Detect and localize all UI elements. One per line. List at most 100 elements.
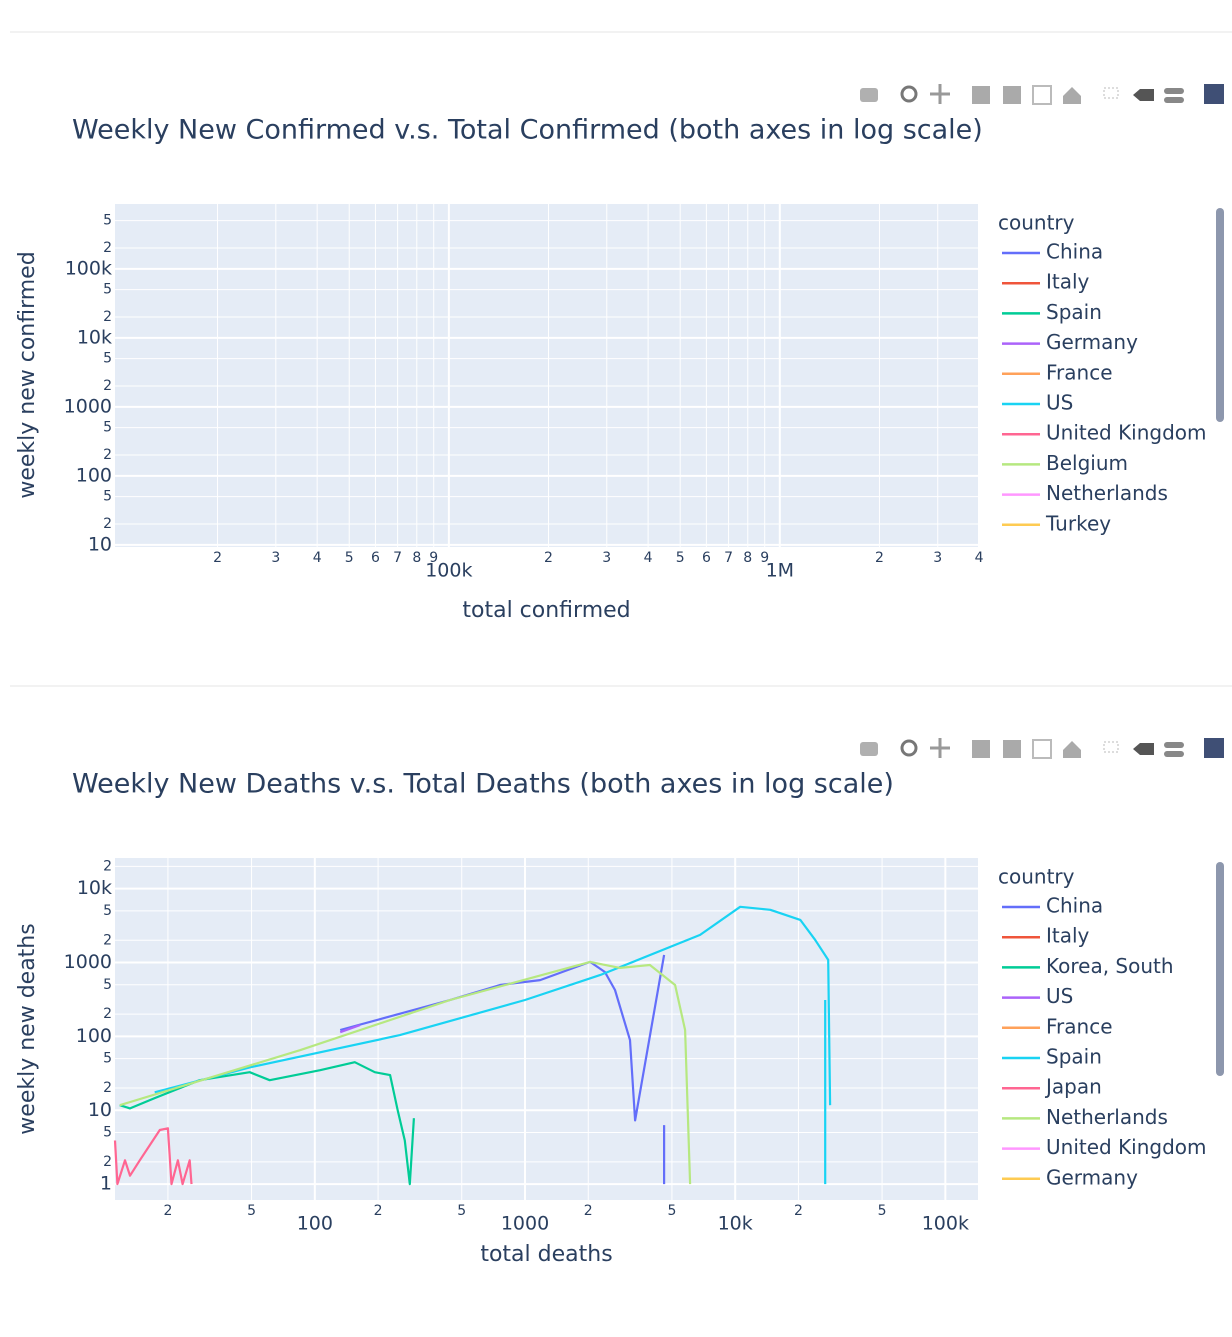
x-tick-label: 100k <box>425 560 472 582</box>
x-tick-label: 9 <box>760 550 769 566</box>
y-tick-label: 5 <box>103 977 112 993</box>
series-line <box>113 1127 193 1186</box>
series-line <box>119 960 692 1185</box>
series-line <box>119 1061 415 1186</box>
x-tick-label: 100 <box>297 1213 333 1235</box>
x-tick-label: 9 <box>429 550 438 566</box>
y-tick-label: 5 <box>103 213 112 229</box>
y-tick-label: 10k <box>77 877 112 899</box>
y-tick-label: 100 <box>76 464 112 486</box>
x-tick-label: 6 <box>702 550 711 566</box>
y-tick-label: 2 <box>103 447 112 463</box>
y-tick-label: 1 <box>100 1173 112 1195</box>
y-tick-label: 5 <box>103 1125 112 1141</box>
y-tick-label: 2 <box>103 858 112 874</box>
legend-label: Italy <box>1046 924 1090 948</box>
x-tick-label: 5 <box>345 550 354 566</box>
legend-title: country <box>998 865 1075 889</box>
y-tick-label: 5 <box>103 489 112 505</box>
x-tick-label: 2 <box>213 550 222 566</box>
y-tick-label: 5 <box>103 903 112 919</box>
y-tick-label: 2 <box>103 309 112 325</box>
x-tick-label: 2 <box>875 550 884 566</box>
x-tick-label: 4 <box>644 550 653 566</box>
x-tick-label: 5 <box>667 1203 676 1219</box>
legend-label: Germany <box>1046 1165 1138 1189</box>
modebar[interactable] <box>858 736 1226 760</box>
legend-label: Turkey <box>1045 511 1111 535</box>
x-tick-label: 2 <box>584 1203 593 1219</box>
legend-scrollbar[interactable] <box>1216 862 1224 1076</box>
x-tick-label: 5 <box>676 550 685 566</box>
x-tick-label: 100k <box>922 1213 969 1235</box>
y-tick-label: 2 <box>103 1154 112 1170</box>
x-tick-label: 10k <box>718 1213 753 1235</box>
series-line <box>154 905 832 1185</box>
y-tick-label: 10 <box>88 533 112 555</box>
plot-area <box>115 858 978 1200</box>
legend-label: Japan <box>1044 1075 1102 1099</box>
x-tick-label: 5 <box>878 1203 887 1219</box>
y-tick-label: 5 <box>103 1051 112 1067</box>
y-tick-label: 2 <box>103 378 112 394</box>
x-tick-label: 3 <box>602 550 611 566</box>
modebar[interactable] <box>858 82 1226 106</box>
legend-label: Netherlands <box>1046 481 1168 505</box>
x-tick-label: 2 <box>544 550 553 566</box>
y-axis-title: weekly new deaths <box>15 923 40 1134</box>
legend-label: France <box>1046 360 1113 384</box>
x-tick-label: 7 <box>724 550 733 566</box>
legend-label: China <box>1046 240 1103 264</box>
y-tick-label: 5 <box>103 351 112 367</box>
y-tick-label: 1000 <box>64 395 112 417</box>
x-tick-label: 3 <box>933 550 942 566</box>
y-tick-label: 10k <box>77 326 112 348</box>
legend-label: Korea, South <box>1046 954 1174 978</box>
y-tick-label: 5 <box>103 420 112 436</box>
x-tick-label: 8 <box>743 550 752 566</box>
series-line <box>339 1024 361 1034</box>
chart-title: Weekly New Deaths v.s. Total Deaths (bot… <box>72 769 894 800</box>
x-tick-label: 5 <box>457 1203 466 1219</box>
x-tick-label: 6 <box>371 550 380 566</box>
legend-label: US <box>1046 391 1073 415</box>
y-tick-label: 2 <box>103 516 112 532</box>
legend-title: country <box>998 211 1075 235</box>
legend-label: Germany <box>1046 330 1138 354</box>
plot-area <box>115 204 978 547</box>
legend-label: Italy <box>1046 270 1090 294</box>
x-tick-label: 1M <box>766 560 794 582</box>
y-tick-label: 1000 <box>64 951 112 973</box>
y-tick-label: 10 <box>88 1099 112 1121</box>
x-tick-label: 7 <box>393 550 402 566</box>
x-tick-label: 3 <box>271 550 280 566</box>
x-tick-label: 5 <box>247 1203 256 1219</box>
x-axis-title: total confirmed <box>462 598 630 623</box>
x-axis-title: total deaths <box>480 1242 612 1267</box>
x-tick-label: 8 <box>412 550 421 566</box>
x-tick-label: 4 <box>313 550 322 566</box>
y-tick-label: 2 <box>103 932 112 948</box>
legend-label: United Kingdom <box>1046 421 1207 445</box>
x-tick-label: 2 <box>374 1203 383 1219</box>
legend-label: France <box>1046 1014 1113 1038</box>
x-tick-label: 4 <box>975 550 984 566</box>
y-tick-label: 2 <box>103 1006 112 1022</box>
legend-label: Netherlands <box>1046 1105 1168 1129</box>
legend-label: Spain <box>1046 300 1102 324</box>
y-tick-label: 5 <box>103 282 112 298</box>
legend-label: Spain <box>1046 1045 1102 1069</box>
y-tick-label: 2 <box>103 240 112 256</box>
y-axis-title: weekly new confirmed <box>15 251 40 498</box>
x-tick-label: 2 <box>163 1203 172 1219</box>
x-tick-label: 1000 <box>501 1213 549 1235</box>
x-tick-label: 2 <box>794 1203 803 1219</box>
y-tick-label: 2 <box>103 1080 112 1096</box>
legend-scrollbar[interactable] <box>1216 208 1224 422</box>
legend-label: China <box>1046 894 1103 918</box>
y-tick-label: 100k <box>65 257 112 279</box>
legend-label: Belgium <box>1046 451 1128 475</box>
chart-title: Weekly New Confirmed v.s. Total Confirme… <box>72 115 983 146</box>
legend-label: United Kingdom <box>1046 1135 1207 1159</box>
